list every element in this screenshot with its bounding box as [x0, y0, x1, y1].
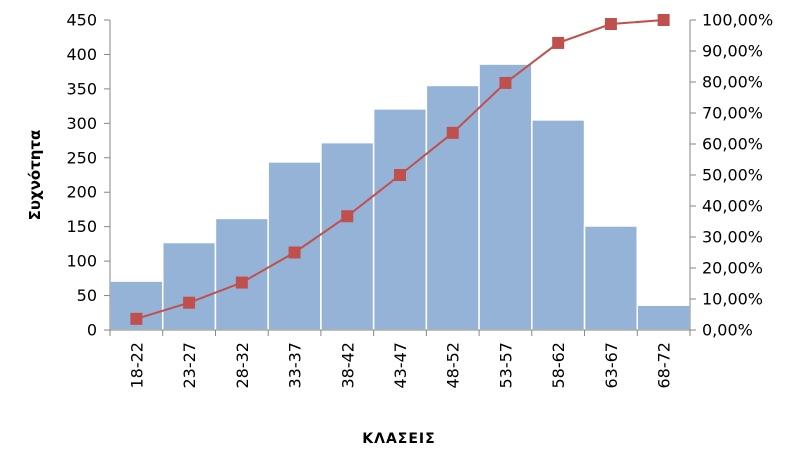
y-tick-label: 250 [66, 148, 97, 167]
x-tick-label: 28-32 [233, 342, 252, 389]
bar-43-47 [372, 108, 428, 331]
x-tick-label: 48-52 [444, 342, 463, 389]
y2-tick-label: 90,00% [702, 42, 763, 61]
y-tick-label: 100 [66, 252, 97, 271]
y2-tick-label: 40,00% [702, 197, 763, 216]
bar-53-57 [478, 63, 533, 331]
y-tick-label: 150 [66, 217, 97, 236]
cumulative-point-43-47 [394, 169, 406, 181]
y-tick-label: 300 [66, 114, 97, 133]
cumulative-point-48-52 [446, 126, 459, 139]
x-axis-ticks: 18-22 23-27 28-32 33-37 38-42 43-47 48-52 53-57… [127, 342, 673, 389]
x-tick-label: 43-47 [391, 342, 410, 389]
bar-23-27 [161, 241, 217, 331]
y-tick-label: 200 [66, 183, 97, 202]
cumulative-point-53-57 [499, 76, 512, 89]
y-tick-label: 50 [77, 286, 97, 305]
y-tick-label: 350 [66, 79, 97, 98]
y-tick-label: 0 [87, 321, 97, 340]
x-tick-label: 33-37 [286, 342, 305, 389]
bar-33-37 [267, 161, 322, 331]
y2-tick-label: 10,00% [702, 290, 763, 309]
y2-tick-label: 70,00% [702, 104, 763, 123]
cumulative-point-18-22 [130, 312, 143, 325]
x-tick-label: 38-42 [338, 342, 357, 389]
x-axis-label: ΚΛΑΣΕΙΣ [362, 431, 435, 447]
x-tick-label: 63-67 [602, 342, 621, 389]
x-tick-label: 23-27 [180, 342, 199, 389]
cumulative-line-series [130, 14, 670, 325]
bar-48-52 [425, 84, 480, 331]
y-axis-label: Συχνότητα [26, 130, 44, 221]
cumulative-point-23-27 [183, 296, 196, 309]
axes [104, 19, 696, 336]
y2-tick-label: 60,00% [702, 135, 763, 154]
y2-tick-label: 80,00% [702, 73, 763, 92]
bar-58-62 [531, 119, 586, 331]
bar-38-42 [320, 141, 375, 331]
y2-tick-label: 20,00% [702, 259, 763, 278]
right-axis-ticks: 0,00% 10,00% 20,00% 30,00% 40,00% 50,00% 60,00… [702, 11, 773, 340]
x-tick-label: 68-72 [655, 342, 674, 389]
y2-tick-label: 100,00% [702, 11, 773, 30]
cumulative-point-28-32 [235, 276, 248, 289]
cumulative-point-58-62 [552, 36, 565, 49]
x-tick-label: 58-62 [549, 342, 568, 389]
x-tick-label: 18-22 [127, 342, 146, 389]
cumulative-point-38-42 [341, 210, 354, 223]
y2-tick-label: 30,00% [702, 228, 763, 247]
x-tick-label: 53-57 [496, 342, 515, 389]
y-tick-label: 400 [66, 45, 97, 64]
y2-tick-label: 0,00% [702, 321, 753, 340]
y-tick-label: 450 [66, 11, 97, 30]
bar-28-32 [214, 217, 269, 331]
bar-63-67 [583, 225, 639, 331]
left-axis-ticks: 0 50 100 150 200 250 300 350 400 450 [66, 11, 97, 340]
y2-tick-label: 50,00% [702, 166, 763, 185]
cumulative-point-33-37 [288, 246, 301, 259]
bar-series [109, 63, 691, 331]
cumulative-point-63-67 [604, 18, 617, 31]
cumulative-point-68-72 [657, 14, 670, 26]
bar-68-72 [636, 304, 691, 331]
